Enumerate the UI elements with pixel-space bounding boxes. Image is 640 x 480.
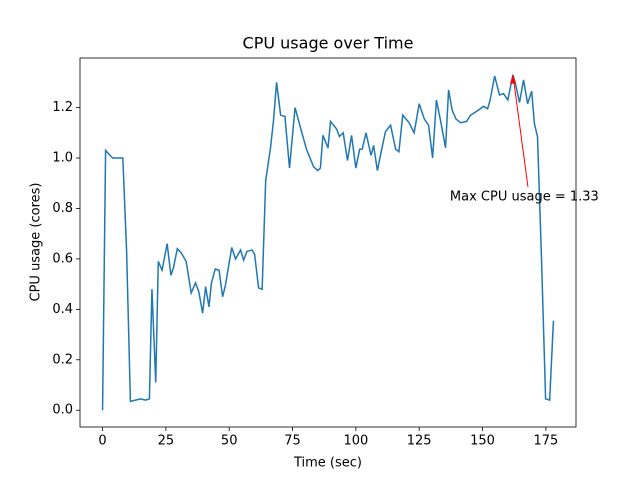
cpu-line xyxy=(101,74,555,411)
x-tick-label: 25 xyxy=(158,434,175,449)
y-tick-label: 0.6 xyxy=(52,251,73,266)
annotation-arrowhead xyxy=(509,74,516,84)
y-tick-label: 0.4 xyxy=(52,302,73,317)
y-axis-label: CPU usage (cores) xyxy=(29,183,44,302)
x-tick-label: 50 xyxy=(221,434,238,449)
x-tick-label: 75 xyxy=(284,434,301,449)
chart-title: CPU usage over Time xyxy=(243,34,414,53)
y-tick-label: 0.2 xyxy=(52,352,73,367)
annotation-text: Max CPU usage = 1.33 xyxy=(450,189,599,204)
y-tick-label: 0.0 xyxy=(52,403,73,418)
x-tick-label: 0 xyxy=(98,434,106,449)
x-tick-label: 100 xyxy=(343,434,368,449)
x-tick-label: 150 xyxy=(470,434,495,449)
y-tick-label: 0.8 xyxy=(52,201,73,216)
x-axis-label: Time (sec) xyxy=(293,456,362,471)
annotation-arrow xyxy=(512,74,529,187)
y-tick-label: 1.2 xyxy=(52,100,73,115)
axes-frame xyxy=(79,57,577,428)
y-tick-label: 1.0 xyxy=(52,151,73,166)
x-tick-label: 125 xyxy=(407,434,432,449)
x-tick-label: 175 xyxy=(533,434,558,449)
